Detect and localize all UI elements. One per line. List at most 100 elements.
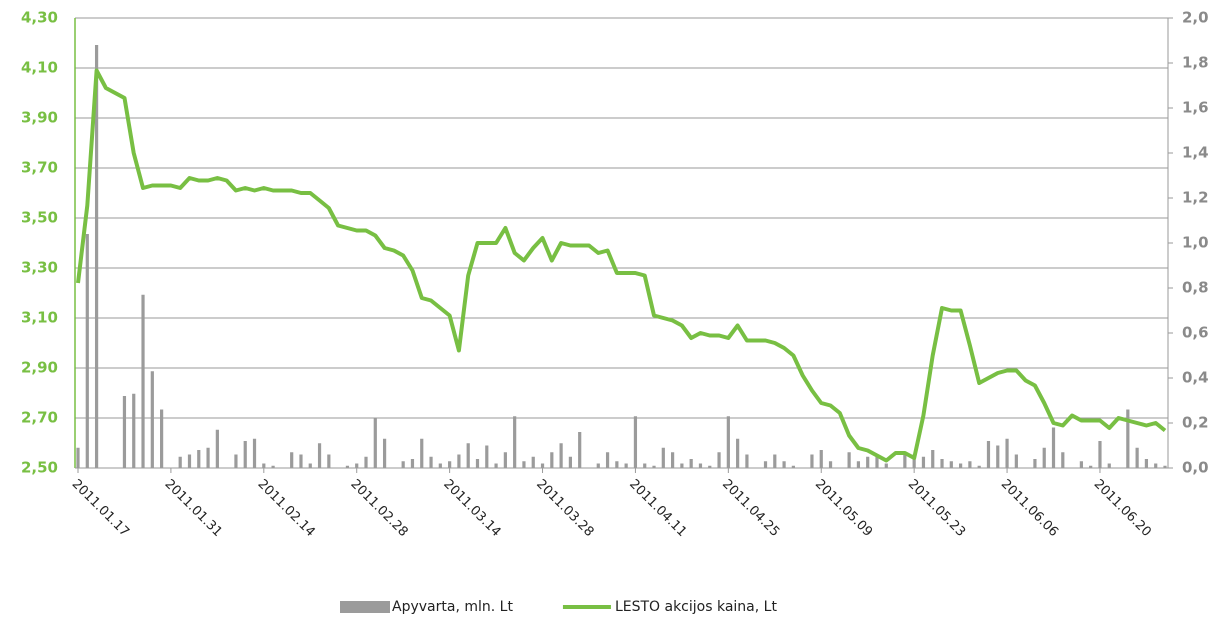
x-tick-label: 2011.03.14 [440, 477, 503, 540]
bar [652, 465, 656, 468]
bar [290, 452, 294, 468]
bar [1089, 465, 1093, 468]
bar [1061, 452, 1065, 468]
bar [1163, 465, 1167, 468]
bar [1033, 459, 1037, 468]
bar [485, 445, 489, 468]
bar [215, 429, 219, 468]
x-tick-label: 2011.01.31 [162, 477, 225, 540]
bar [949, 461, 953, 468]
bar [698, 463, 703, 468]
x-tick-label: 2011.04.25 [719, 477, 782, 540]
bar [828, 461, 833, 468]
bar [187, 454, 192, 468]
bar [197, 450, 201, 468]
bar [401, 461, 405, 468]
x-tick-label: 2011.03.28 [533, 477, 596, 540]
bar [624, 463, 628, 468]
bar [327, 454, 331, 468]
bar [522, 461, 526, 468]
legend-swatch [340, 601, 390, 613]
bar [977, 465, 981, 468]
bar [1135, 447, 1139, 468]
bar [912, 454, 916, 468]
bar [457, 454, 461, 468]
y-tick-label: 2,50 [21, 459, 58, 477]
bar [986, 441, 991, 468]
bar [355, 463, 359, 468]
bar [708, 465, 712, 468]
y2-tick-label: 2,0 [1182, 9, 1209, 27]
bar [420, 438, 424, 468]
bar [633, 416, 638, 468]
bar [1005, 438, 1009, 468]
bar [847, 452, 851, 468]
bar [141, 294, 145, 468]
bar [884, 463, 888, 468]
bar [252, 438, 257, 468]
y-tick-label: 3,70 [21, 159, 58, 177]
bar [308, 463, 312, 468]
bar [503, 452, 507, 468]
bar [1014, 454, 1018, 468]
y-tick-label: 3,50 [21, 209, 58, 227]
bar [76, 447, 80, 468]
x-tick-label: 2011.06.20 [1091, 477, 1154, 540]
bar [262, 463, 266, 468]
bar [132, 393, 136, 468]
bar [243, 441, 247, 468]
bar [763, 461, 768, 468]
bar [782, 461, 786, 468]
bar [475, 459, 480, 468]
bar [819, 450, 823, 468]
bar [578, 432, 582, 468]
y2-tick-label: 0,4 [1182, 369, 1209, 387]
bar [550, 452, 554, 468]
y2-tick-label: 0,8 [1182, 279, 1209, 297]
legend-label: Apyvarta, mln. Lt [392, 599, 513, 615]
bar [513, 416, 517, 468]
bar [438, 463, 442, 468]
bar [122, 396, 127, 468]
y-tick-label: 3,30 [21, 259, 58, 277]
x-tick-label: 2011.05.23 [905, 477, 968, 540]
x-tick-label: 2011.04.11 [626, 477, 689, 540]
bar [364, 456, 368, 468]
bar [810, 454, 814, 468]
price-line [76, 68, 1167, 463]
bar [317, 443, 322, 468]
bar [661, 447, 665, 468]
y-tick-label: 4,30 [21, 9, 58, 27]
y2-tick-label: 1,8 [1182, 54, 1209, 72]
bar [1042, 447, 1046, 468]
bar [940, 459, 944, 468]
bar [670, 452, 675, 468]
bar [689, 459, 693, 468]
bar [866, 456, 870, 468]
bar [299, 454, 303, 468]
x-tick-label: 2011.01.17 [69, 477, 132, 540]
bar [178, 456, 182, 468]
bar [494, 463, 498, 468]
bar [448, 461, 452, 468]
bar [1144, 459, 1149, 468]
bar [615, 461, 619, 468]
bar [382, 438, 387, 468]
bar [791, 465, 795, 468]
bar [410, 459, 415, 468]
x-tick-label: 2011.05.09 [812, 477, 875, 540]
bar [773, 454, 777, 468]
bar [206, 447, 210, 468]
bar [531, 456, 535, 468]
bar [429, 456, 433, 468]
y2-tick-label: 1,6 [1182, 99, 1209, 117]
y-tick-label: 3,10 [21, 309, 58, 327]
bar [85, 234, 89, 468]
bar [271, 465, 275, 468]
bar [559, 443, 563, 468]
bar [680, 463, 684, 468]
bar [1154, 463, 1158, 468]
bar [959, 463, 963, 468]
y2-tick-label: 1,2 [1182, 189, 1209, 207]
